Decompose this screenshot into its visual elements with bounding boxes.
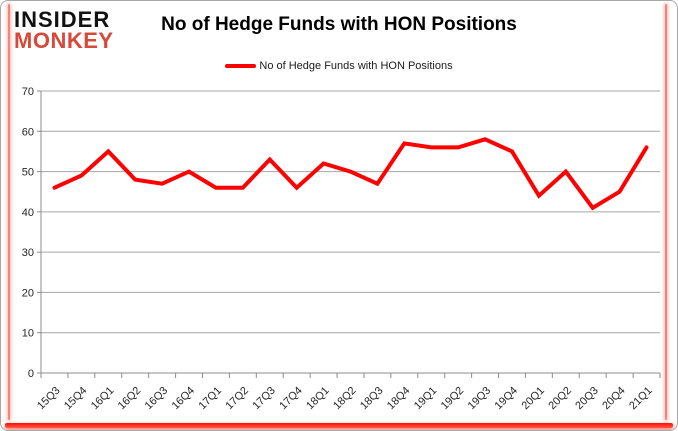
y-tick-label: 10 [22, 328, 34, 340]
x-tick-label: 15Q3 [35, 385, 63, 413]
x-tick-label: 19Q1 [412, 385, 440, 413]
y-tick-label: 50 [22, 167, 34, 179]
x-tick-label: 17Q4 [277, 385, 305, 413]
x-tick-label: 16Q1 [89, 385, 117, 413]
legend-label: No of Hedge Funds with HON Positions [259, 60, 453, 72]
y-tick-label: 0 [28, 368, 34, 380]
x-tick-label: 17Q2 [223, 385, 251, 413]
y-tick-label: 70 [22, 86, 34, 98]
x-tick-label: 19Q2 [439, 385, 467, 413]
x-tick-label: 16Q4 [170, 385, 198, 413]
y-tick-label: 60 [22, 126, 34, 138]
left-glow-border [8, 4, 10, 420]
x-tick-label: 16Q3 [143, 385, 171, 413]
x-tick-label: 18Q3 [358, 385, 386, 413]
bottom-red-bar [5, 423, 673, 428]
legend: No of Hedge Funds with HON Positions [1, 60, 677, 72]
x-tick-label: 19Q3 [466, 385, 494, 413]
y-tick-label: 40 [22, 207, 34, 219]
legend-line-swatch [225, 64, 257, 68]
insider-monkey-logo: INSIDER MONKEY [14, 7, 114, 53]
y-tick-label: 20 [22, 287, 34, 299]
x-tick-label: 18Q4 [385, 385, 413, 413]
y-tick-label: 30 [22, 247, 34, 259]
right-glow-border [665, 4, 667, 420]
x-tick-label: 18Q1 [304, 385, 332, 413]
x-tick-label: 21Q1 [627, 385, 655, 413]
chart-title: No of Hedge Funds with HON Positions [161, 14, 517, 35]
x-tick-label: 16Q2 [116, 385, 144, 413]
logo-text-monkey: MONKEY [14, 27, 114, 53]
series-line [52, 137, 649, 211]
x-tick-label: 17Q3 [250, 385, 278, 413]
x-tick-label: 20Q4 [600, 385, 628, 413]
x-tick-label: 20Q2 [546, 385, 574, 413]
x-tick-label: 15Q4 [62, 385, 90, 413]
x-tick-label: 17Q1 [197, 385, 225, 413]
x-tick-label: 18Q2 [331, 385, 359, 413]
x-tick-label: 19Q4 [493, 385, 521, 413]
x-tick-label: 20Q3 [573, 385, 601, 413]
logo-text-insider: INSIDER [14, 7, 111, 32]
x-tick-label: 20Q1 [519, 385, 547, 413]
